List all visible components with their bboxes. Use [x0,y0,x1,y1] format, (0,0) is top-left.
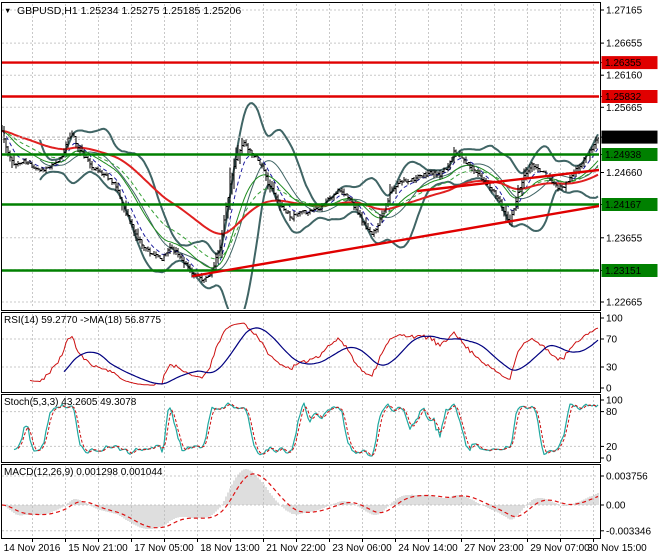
price-axis-label: 1.23655 [606,233,643,244]
stoch-axis-label: 80 [606,407,618,418]
ohlc-bars [2,125,599,283]
price-level-label-support: 1.24938 [605,150,642,161]
objects-layer [2,61,599,278]
price-level-box-support [601,264,658,277]
price-level-box-current [601,130,658,144]
price-axis-label: 1.22665 [606,298,643,309]
price-level-box-support [601,198,658,211]
stoch-axis-label: 0 [606,454,612,465]
stoch-gridlines [2,411,598,447]
price-axis-label: 1.24660 [606,168,643,179]
macd-axis-label: -0.003346 [606,526,651,537]
macd-histogram [3,468,599,529]
stoch-axis-label: 20 [606,442,618,453]
time-axis-ticks [32,539,594,542]
stoch-label: Stoch(5,3,3) 43.2605 49.3078 [4,397,137,408]
rsi-label: RSI(14) 59.2770 ->MA(18) 56.8775 [4,315,161,326]
rsi-axis-label: 70 [606,335,618,346]
stoch-axis-label: 100 [606,396,623,407]
panels-layer [1,2,601,539]
rsi-line [29,322,599,386]
rsi-axis-label: 100 [606,314,623,325]
rsi-panel-frame [1,312,601,393]
price-level-label-resistance: 1.26355 [605,58,642,69]
time-axis-label: 15 Nov 21:00 [68,543,128,554]
rsi-gridlines [2,338,598,368]
bollinger-lower [39,170,599,309]
price-axis-label: 1.26655 [606,39,643,50]
rsi-axis-label: 0 [606,384,612,395]
stoch-series [13,402,599,457]
mac-panel-frame [1,464,601,539]
chart-objects [2,61,599,278]
price-level-box-support [601,148,658,161]
time-axis-label: 29 Nov 07:00 [530,543,590,554]
macd-series [2,468,599,529]
price-level-box-resistance [601,90,658,103]
trendline-1[interactable] [191,204,599,278]
stoch-d-line [17,403,599,457]
price-level-label-resistance: 1.25832 [605,92,642,103]
axes-layer: 1.27165 1.26655 1.26355 1.26160 1.258321.256… [4,6,658,554]
price-level-label-current: 1.25206 [605,133,642,144]
macd-signal-line [2,473,599,529]
macd-label: MACD(12,26,9) 0.001298 0.001044 [4,467,163,478]
price-axis-label: 1.26160 [606,71,643,82]
series-layer [2,102,599,529]
grid-layer [2,4,598,536]
price-level-label-support: 1.24167 [605,200,642,211]
time-axis-label: 27 Nov 23:00 [464,543,524,554]
main-panel-frame [1,2,601,311]
time-axis-label: 17 Nov 05:00 [134,543,194,554]
trendline-2[interactable] [416,168,599,193]
rsi-series [29,322,599,386]
price-level-label-support: 1.23151 [605,266,642,277]
time-axis-label: 18 Nov 13:00 [200,543,260,554]
chart-title: GBPUSD,H1 1.25234 1.25275 1.25185 1.2520… [17,5,241,17]
time-axis-label: 30 Nov 15:00 [587,543,647,554]
time-axis-label: 21 Nov 22:00 [266,543,326,554]
price-axis-label: 1.25665 [606,103,643,114]
macd-axis-label: 0.00 [606,501,626,512]
price-level-box-resistance [601,56,658,70]
time-axis-label: 24 Nov 14:00 [398,543,458,554]
symbol-dropdown-icon[interactable]: ▼ [4,6,11,15]
rsi-ma-line [63,327,599,385]
ma-34 [2,130,599,260]
time-axis-label: 14 Nov 2016 [4,543,61,554]
price-axis-label: 1.27165 [606,6,643,17]
time-axis-label: 23 Nov 06:00 [332,543,392,554]
macd-axis-label: 0.003756 [606,472,648,483]
rsi-axis-label: 30 [606,363,618,374]
